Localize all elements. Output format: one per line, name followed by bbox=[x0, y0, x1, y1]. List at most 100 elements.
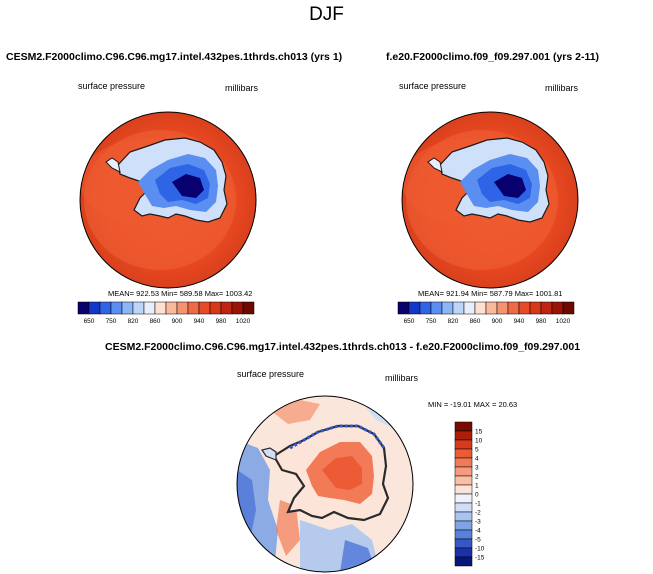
left-colorbar-label: 1020 bbox=[236, 318, 251, 325]
diff-colorbar-swatch bbox=[454, 511, 473, 522]
right-colorbar-label: 1020 bbox=[556, 318, 571, 325]
right-colorbar-label: 820 bbox=[448, 318, 459, 325]
right-colorbar-swatch bbox=[463, 301, 476, 315]
diff-colorbar-label: 1 bbox=[475, 483, 479, 490]
left-stats: MEAN= 922.53 Min= 589.58 Max= 1003.42 bbox=[108, 289, 253, 298]
diff-colorbar-swatch bbox=[454, 529, 473, 540]
diff-colorbar-swatch bbox=[454, 547, 473, 558]
diff-colorbar-label: -4 bbox=[475, 528, 481, 535]
right-colorbar-swatch bbox=[496, 301, 509, 315]
left-case-title: CESM2.F2000climo.C96.C96.mg17.intel.432p… bbox=[6, 51, 343, 63]
diff-colorbar-swatch bbox=[454, 475, 473, 486]
diff-colorbar-label: 0 bbox=[475, 492, 479, 499]
left-map bbox=[79, 111, 257, 289]
left-colorbar-swatch bbox=[88, 301, 101, 315]
left-colorbar-label: 940 bbox=[194, 318, 205, 325]
right-colorbar-label: 900 bbox=[492, 318, 503, 325]
right-colorbar-swatch bbox=[474, 301, 487, 315]
right-colorbar-label: 750 bbox=[426, 318, 437, 325]
left-colorbar-label: 900 bbox=[172, 318, 183, 325]
left-colorbar-label: 860 bbox=[150, 318, 161, 325]
diff-colorbar-label: -15 bbox=[475, 555, 485, 562]
right-colorbar-swatch bbox=[551, 301, 564, 315]
diff-stats: MIN = -19.01 MAX = 20.63 bbox=[428, 400, 518, 409]
diff-colorbar-swatch bbox=[454, 457, 473, 468]
right-variable-label: surface pressure bbox=[399, 81, 467, 91]
right-colorbar-label: 650 bbox=[404, 318, 415, 325]
diff-colorbar-swatch bbox=[454, 466, 473, 477]
left-colorbar-swatch bbox=[132, 301, 145, 315]
left-colorbar-swatch bbox=[242, 301, 255, 315]
right-colorbar-label: 860 bbox=[470, 318, 481, 325]
right-colorbar-swatch bbox=[507, 301, 520, 315]
left-colorbar-label: 750 bbox=[106, 318, 117, 325]
right-map bbox=[401, 111, 579, 289]
right-colorbar-swatch bbox=[529, 301, 542, 315]
diff-colorbar-label: 3 bbox=[475, 465, 479, 472]
left-colorbar-label: 980 bbox=[216, 318, 227, 325]
diff-colorbar-swatch bbox=[454, 448, 473, 459]
left-colorbar-swatch bbox=[110, 301, 123, 315]
diff-colorbar-label: -1 bbox=[475, 501, 481, 508]
diff-colorbar-swatch bbox=[454, 538, 473, 549]
diff-colorbar-swatch bbox=[454, 520, 473, 531]
right-colorbar-swatch bbox=[441, 301, 454, 315]
right-colorbar-swatch bbox=[419, 301, 432, 315]
right-colorbar-label: 940 bbox=[514, 318, 525, 325]
right-colorbar-swatch bbox=[430, 301, 443, 315]
right-units-label: millibars bbox=[545, 83, 579, 93]
diff-map-border bbox=[236, 395, 414, 573]
left-colorbar-label: 650 bbox=[84, 318, 95, 325]
right-colorbar: 650 750 820 860 900 940 980 1020 bbox=[397, 301, 575, 325]
diff-colorbar-swatch bbox=[454, 439, 473, 450]
right-colorbar-swatch bbox=[562, 301, 575, 315]
right-colorbar-swatch bbox=[518, 301, 531, 315]
diff-colorbar-label: -2 bbox=[475, 510, 481, 517]
left-colorbar: 650 750 820 860 900 940 980 1020 bbox=[77, 301, 255, 325]
diff-map bbox=[236, 395, 414, 573]
right-colorbar-label: 980 bbox=[536, 318, 547, 325]
left-colorbar-swatch bbox=[99, 301, 112, 315]
right-colorbar-swatch bbox=[408, 301, 421, 315]
right-colorbar-swatch bbox=[452, 301, 465, 315]
diff-colorbar-label: -3 bbox=[475, 519, 481, 526]
diff-colorbar-label: 5 bbox=[475, 447, 479, 454]
left-colorbar-swatch bbox=[220, 301, 233, 315]
left-colorbar-swatch bbox=[143, 301, 156, 315]
right-case-title: f.e20.F2000climo.f09_f09.297.001 (yrs 2-… bbox=[386, 51, 600, 63]
diff-title: CESM2.F2000climo.C96.C96.mg17.intel.432p… bbox=[105, 341, 581, 353]
diff-colorbar-label: 2 bbox=[475, 474, 479, 481]
left-map-border bbox=[79, 111, 257, 289]
left-colorbar-swatch bbox=[187, 301, 200, 315]
left-colorbar-swatch bbox=[77, 301, 90, 315]
diff-colorbar-swatch bbox=[454, 421, 473, 432]
left-colorbar-swatch bbox=[165, 301, 178, 315]
diff-colorbar-swatch bbox=[454, 430, 473, 441]
left-colorbar-swatch bbox=[176, 301, 189, 315]
diff-colorbar-swatch bbox=[454, 556, 473, 567]
left-units-label: millibars bbox=[225, 83, 259, 93]
left-colorbar-swatch bbox=[154, 301, 167, 315]
right-colorbar-swatch bbox=[540, 301, 553, 315]
diff-colorbar-label: 10 bbox=[475, 438, 483, 445]
left-colorbar-swatch bbox=[198, 301, 211, 315]
diff-colorbar-swatch bbox=[454, 493, 473, 504]
diff-colorbar-label: -5 bbox=[475, 537, 481, 544]
diff-variable-label: surface pressure bbox=[237, 369, 305, 379]
left-colorbar-swatch bbox=[121, 301, 134, 315]
diff-colorbar-label: 15 bbox=[475, 429, 483, 436]
left-colorbar-label: 820 bbox=[128, 318, 139, 325]
diff-colorbar-swatch bbox=[454, 484, 473, 495]
diff-colorbar-label: 4 bbox=[475, 456, 479, 463]
left-variable-label: surface pressure bbox=[78, 81, 146, 91]
left-colorbar-swatch bbox=[209, 301, 222, 315]
right-colorbar-swatch bbox=[485, 301, 498, 315]
right-colorbar-swatch bbox=[397, 301, 410, 315]
diff-colorbar-swatch bbox=[454, 502, 473, 513]
left-colorbar-swatch bbox=[231, 301, 244, 315]
figure-title: DJF bbox=[309, 4, 344, 25]
right-stats: MEAN= 921.94 Min= 587.79 Max= 1001.81 bbox=[418, 289, 563, 298]
